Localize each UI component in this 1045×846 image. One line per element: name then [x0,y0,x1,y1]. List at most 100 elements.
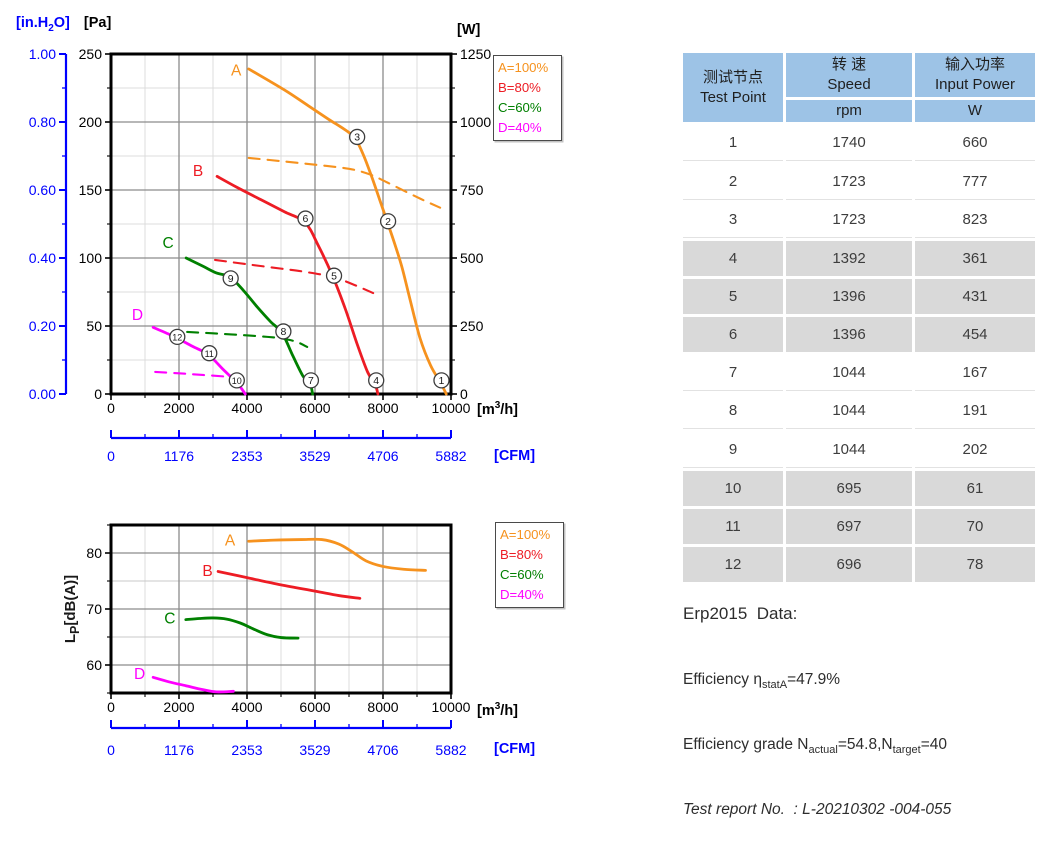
cell-speed-rpm: 1396 [786,279,912,314]
svg-text:80: 80 [86,545,102,561]
fan-datasheet-page: { "palette": { "curve_a_orange": "#F6921… [16,15,1035,819]
svg-text:2000: 2000 [163,400,194,416]
svg-text:3529: 3529 [299,448,330,464]
col-header-speed: 转 速 Speed [786,53,912,97]
svg-text:12: 12 [172,332,182,342]
svg-text:0: 0 [107,699,115,715]
svg-text:0: 0 [460,386,468,402]
svg-text:0.20: 0.20 [29,318,56,334]
col-subheader-watt: W [915,100,1035,122]
test-point-marker-10 [228,372,245,389]
table-row: 11 697 70 [683,508,1035,544]
svg-text:D: D [134,666,145,683]
svg-text:6000: 6000 [299,699,330,715]
cell-speed-rpm: 1044 [786,393,912,430]
cell-test-point: 9 [683,432,783,469]
cell-input-power-w: 777 [915,163,1035,200]
legend-item: D=40% [500,587,544,602]
series-B-pressure [215,175,380,396]
cell-input-power-w: 660 [915,125,1035,161]
cell-input-power-w: 191 [915,393,1035,430]
erp-title: Erp2015 Data: [683,604,798,623]
watt-unit-label: [W] [457,22,481,38]
noise-chart-legend: A=100% B=80% C=60% D=40% [495,522,564,608]
svg-text:11: 11 [205,349,214,359]
svg-text:6000: 6000 [299,400,330,416]
cell-input-power-w: 454 [915,316,1035,352]
cell-test-point: 5 [683,279,783,314]
cell-speed-rpm: 1396 [786,316,912,352]
cell-test-point: 7 [683,354,783,391]
table-row: 10 695 61 [683,471,1035,506]
svg-text:7: 7 [308,375,314,387]
series-C-noise [184,616,300,640]
cell-speed-rpm: 1723 [786,202,912,239]
cell-input-power-w: 78 [915,546,1035,582]
svg-text:50: 50 [86,318,102,334]
legend-item: A=100% [500,527,551,542]
test-point-marker-1 [433,372,450,389]
col-header-test-point: 测试节点 Test Point [683,53,783,122]
cell-test-point: 6 [683,316,783,352]
cell-input-power-w: 61 [915,471,1035,506]
svg-text:4706: 4706 [367,448,398,464]
erp-efficiency-line: Efficiency ηstatA=47.9% [683,671,841,692]
cell-input-power-w: 202 [915,432,1035,469]
svg-text:0: 0 [107,742,115,758]
svg-text:8: 8 [280,326,286,338]
cell-test-point: 12 [683,546,783,582]
cell-input-power-w: 431 [915,279,1035,314]
table-row: 1 1740 660 [683,125,1035,161]
noise-chart: 60 70 80 0 2000 4000 6000 8000 10000 0 1176 2353 352… [86,523,471,758]
svg-text:8000: 8000 [367,400,398,416]
svg-text:3: 3 [354,132,360,144]
erp-report-number: Test report No. : L-20210302 -004-055 [683,801,952,819]
cell-test-point: 3 [683,202,783,239]
test-point-marker-6 [297,210,314,227]
table-row: 8 1044 191 [683,393,1035,430]
svg-text:0: 0 [107,400,115,416]
svg-text:10000: 10000 [432,699,471,715]
svg-text:1.00: 1.00 [29,46,56,62]
legend-item: C=60% [498,100,542,115]
svg-text:2: 2 [385,216,391,228]
legend-item: D=40% [498,120,542,135]
svg-text:8000: 8000 [367,699,398,715]
series-A-pressure [247,67,448,396]
svg-text:10: 10 [232,376,242,386]
svg-text:4000: 4000 [231,400,262,416]
svg-text:750: 750 [460,182,484,198]
svg-text:0.40: 0.40 [29,250,56,266]
test-point-marker-3 [349,128,366,146]
pressure-chart-legend: A=100% B=80% C=60% D=40% [493,55,562,141]
cell-speed-rpm: 697 [786,508,912,544]
svg-text:C: C [163,235,174,252]
svg-text:4000: 4000 [231,699,262,715]
svg-text:0.60: 0.60 [29,182,56,198]
test-point-marker-7 [302,372,320,389]
col-subheader-rpm: rpm [786,100,912,122]
cell-input-power-w: 70 [915,508,1035,544]
svg-text:1000: 1000 [460,114,491,130]
svg-text:10000: 10000 [432,400,471,416]
inh2o-unit-label: [in.H2O] [16,15,70,34]
cell-test-point: 4 [683,241,783,277]
test-point-marker-5 [325,267,343,284]
legend-item: A=100% [498,60,549,75]
svg-text:B: B [193,163,203,180]
svg-text:A: A [225,533,236,550]
svg-text:250: 250 [79,46,103,62]
svg-text:1176: 1176 [164,448,194,464]
svg-text:0.80: 0.80 [29,114,56,130]
cell-test-point: 8 [683,393,783,430]
cell-input-power-w: 361 [915,241,1035,277]
series-D-noise [151,675,235,694]
table-row: 6 1396 454 [683,316,1035,352]
table-row: 9 1044 202 [683,432,1035,469]
cell-speed-rpm: 1392 [786,241,912,277]
series-A-noise [247,537,427,572]
series-D-power [154,370,232,378]
cell-speed-rpm: 1044 [786,432,912,469]
legend-item: B=80% [498,80,541,95]
